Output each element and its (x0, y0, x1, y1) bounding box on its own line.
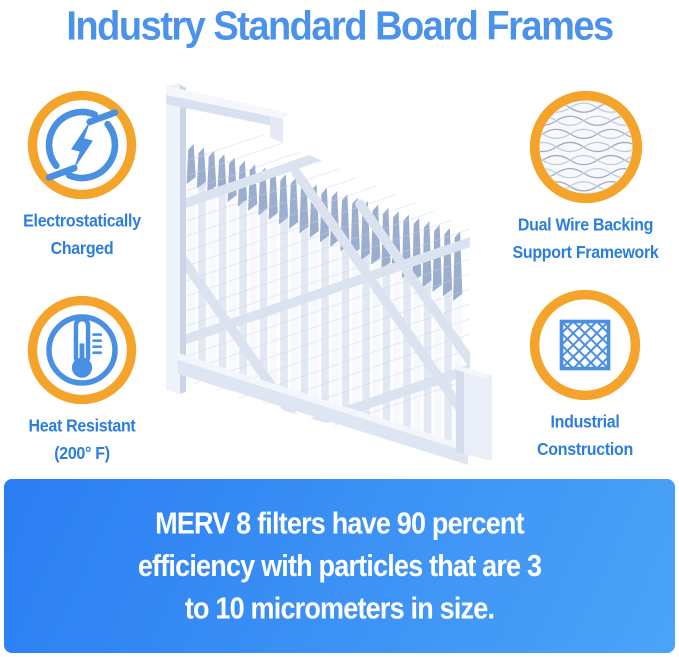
feature-label-electrostatic: Electrostatically Charged (23, 208, 141, 263)
feature-heat-resistant: Heat Resistant (200° F) (7, 295, 157, 464)
info-banner: MERV 8 filters have 90 percent efficienc… (4, 479, 675, 653)
thermometer-icon (27, 295, 137, 405)
lightning-circle-icon (27, 90, 137, 200)
feature-label-heat-resistant: Heat Resistant (200° F) (29, 413, 136, 468)
feature-label-industrial: Industrial Construction (537, 409, 633, 464)
feature-label-line1: Industrial (550, 413, 620, 433)
feature-industrial-construction: Industrial Construction (505, 289, 665, 460)
banner-line1: MERV 8 filters have 90 percent (155, 506, 524, 541)
filter-frame (166, 83, 492, 465)
banner-line3: to 10 micrometers in size. (184, 591, 495, 626)
page-title: Industry Standard Board Frames (66, 4, 614, 50)
feature-label-line1: Dual Wire Backing (517, 216, 654, 236)
wire-mesh-icon (529, 90, 642, 204)
feature-electrostatic: Electrostatically Charged (7, 90, 157, 259)
feature-label-line1: Electrostatically (23, 212, 141, 232)
feature-label-line2: (200° F) (54, 444, 110, 464)
square-lattice (562, 322, 608, 368)
banner-line2: efficiency with particles that are 3 (137, 549, 542, 583)
feature-label-wire-backing: Dual Wire Backing Support Framework (512, 212, 658, 267)
banner-text: MERV 8 filters have 90 percent efficienc… (137, 502, 542, 630)
feature-wire-backing: Dual Wire Backing Support Framework (503, 90, 668, 263)
air-filter-product-image (166, 83, 492, 466)
lattice-square-icon (529, 289, 641, 401)
feature-label-line2: Charged (50, 239, 114, 259)
feature-label-line1: Heat Resistant (28, 417, 136, 437)
feature-label-line2: Support Framework (512, 243, 659, 263)
feature-label-line2: Construction (537, 440, 633, 460)
